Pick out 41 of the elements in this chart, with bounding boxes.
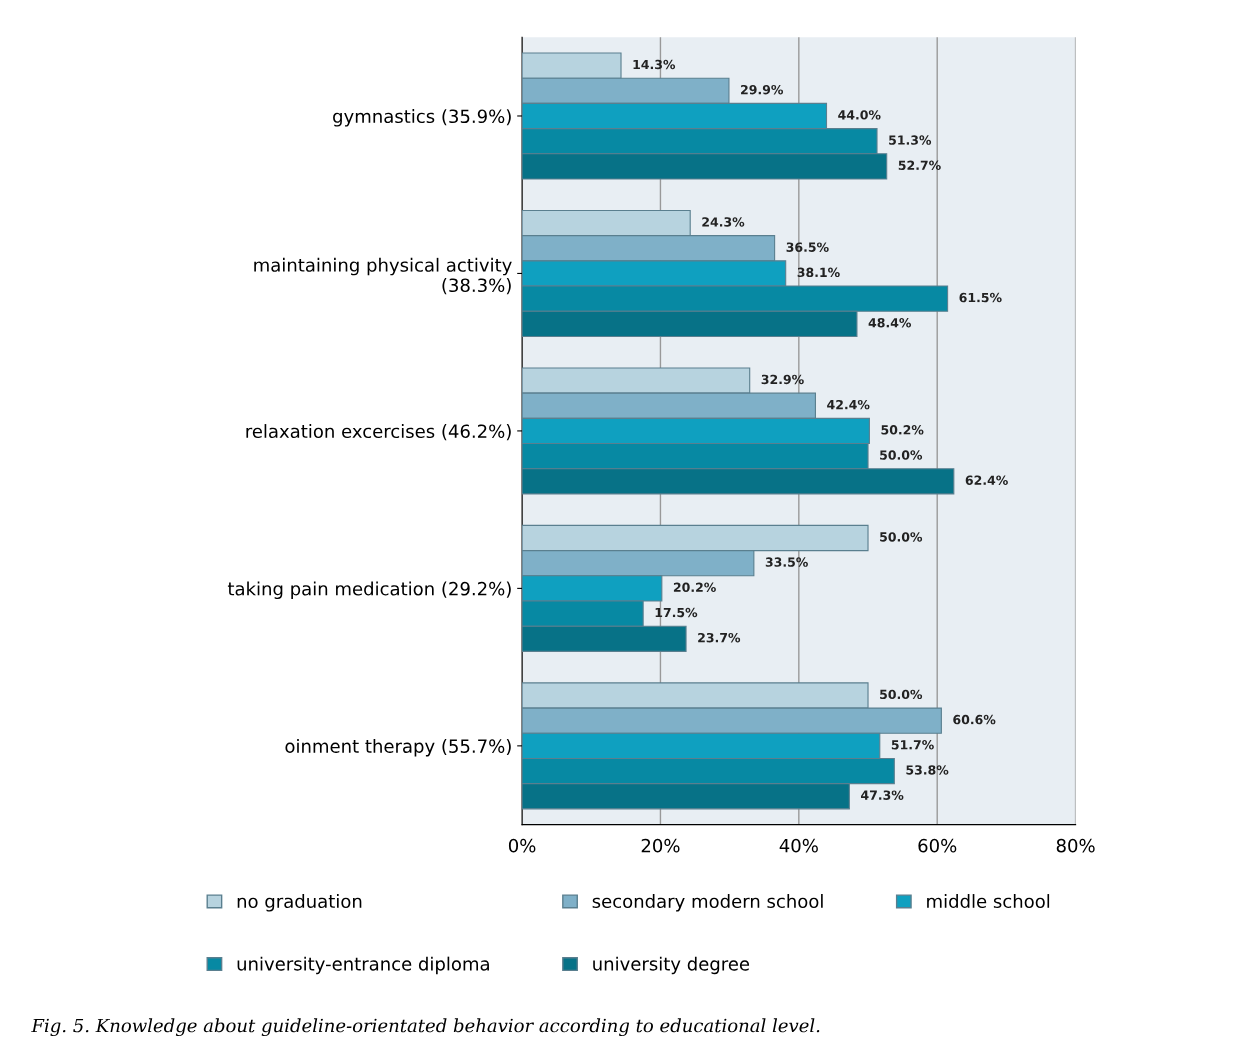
data-label: 47.3%: [861, 790, 904, 800]
data-label: 32.9%: [761, 374, 804, 385]
x-tick-label: 60%: [918, 838, 957, 853]
data-label: 20.2%: [673, 582, 716, 593]
data-label: 44.0%: [838, 110, 881, 120]
legend-label: secondary modern school: [592, 894, 823, 912]
y-tick-label: oinment therapy (55.7%): [285, 739, 511, 757]
data-label: 50.2%: [881, 425, 924, 435]
data-label: 17.5%: [655, 607, 698, 618]
y-tick-label: gymnastics (35.9%): [333, 109, 511, 127]
data-label: 60.6%: [953, 714, 996, 725]
legend-label: university degree: [593, 956, 750, 975]
data-label: 50.0%: [880, 450, 923, 460]
data-label: 23.7%: [698, 632, 741, 643]
data-label: 24.3%: [702, 217, 745, 227]
caption: Fig. 5. Knowledge about guideline-orientated behavior according to educational level.: [31, 1018, 820, 1037]
data-label: 48.4%: [868, 318, 912, 328]
data-label: 61.5%: [959, 292, 1002, 303]
data-label: 50.0%: [880, 689, 923, 700]
x-tick-label: 80%: [1056, 838, 1095, 853]
data-label: 52.7%: [898, 160, 941, 170]
data-label: 62.4%: [965, 475, 1008, 485]
x-tick-label: 40%: [779, 838, 818, 853]
data-label: 51.3%: [889, 135, 932, 145]
legend-label: no graduation: [237, 894, 362, 912]
data-label: 33.5%: [765, 557, 808, 567]
x-tick-label: 20%: [641, 838, 680, 853]
data-label: 36.5%: [786, 242, 829, 252]
data-label: 29.9%: [741, 84, 784, 95]
data-label: 51.7%: [891, 740, 934, 750]
legend-label: middle school: [927, 894, 1050, 909]
y-tick-label: maintaining physical activity (38.3%): [254, 257, 512, 295]
data-label: 42.4%: [827, 399, 870, 410]
data-label: 53.8%: [906, 765, 949, 775]
data-label: 50.0%: [880, 532, 923, 542]
data-label: 38.1%: [797, 267, 840, 278]
legend-label: university-entrance diploma: [237, 956, 489, 975]
y-tick-label: relaxation excercises (46.2%): [246, 424, 511, 441]
y-tick-label: taking pain medication (29.2%): [227, 581, 511, 600]
data-label: 14.3%: [633, 59, 676, 70]
x-tick-label: 0%: [508, 838, 536, 853]
